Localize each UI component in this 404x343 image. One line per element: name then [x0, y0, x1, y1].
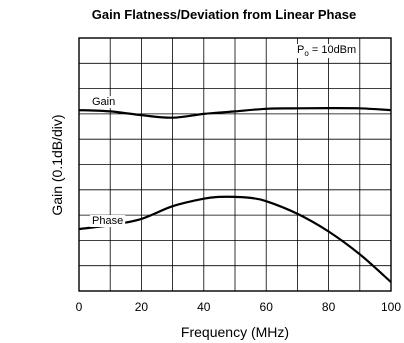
y-axis-label: Gain (0.1dB/div) [49, 114, 65, 215]
plot-frame [78, 37, 392, 292]
phase-label-bg [90, 215, 126, 228]
gain-series-label: Gain [92, 96, 115, 108]
x-tick-label: 60 [260, 300, 274, 314]
gain-line [78, 106, 392, 119]
phase-series-label: Phase [92, 215, 123, 227]
annotation-sub: o [304, 49, 309, 58]
x-tick-label: 0 [76, 300, 83, 314]
grid [79, 38, 391, 291]
series-layer: Gain Phase [78, 96, 392, 283]
x-axis-label: Frequency (MHz) [181, 324, 289, 340]
power-annotation: Po = 10dBm [297, 44, 356, 58]
x-ticks: 0 20 40 60 80 100 [76, 300, 402, 314]
chart-title: Gain Flatness/Deviation from Linear Phas… [92, 7, 356, 22]
annotation-main: P [297, 44, 304, 56]
annotation-rest: = 10dBm [309, 44, 356, 56]
annotation-bg [295, 44, 359, 58]
x-tick-label: 20 [135, 300, 149, 314]
x-tick-label: 80 [322, 300, 336, 314]
x-tick-label: 40 [197, 300, 211, 314]
phase-line [78, 195, 392, 283]
gain-label-bg [90, 96, 118, 109]
x-tick-label: 100 [381, 300, 401, 314]
